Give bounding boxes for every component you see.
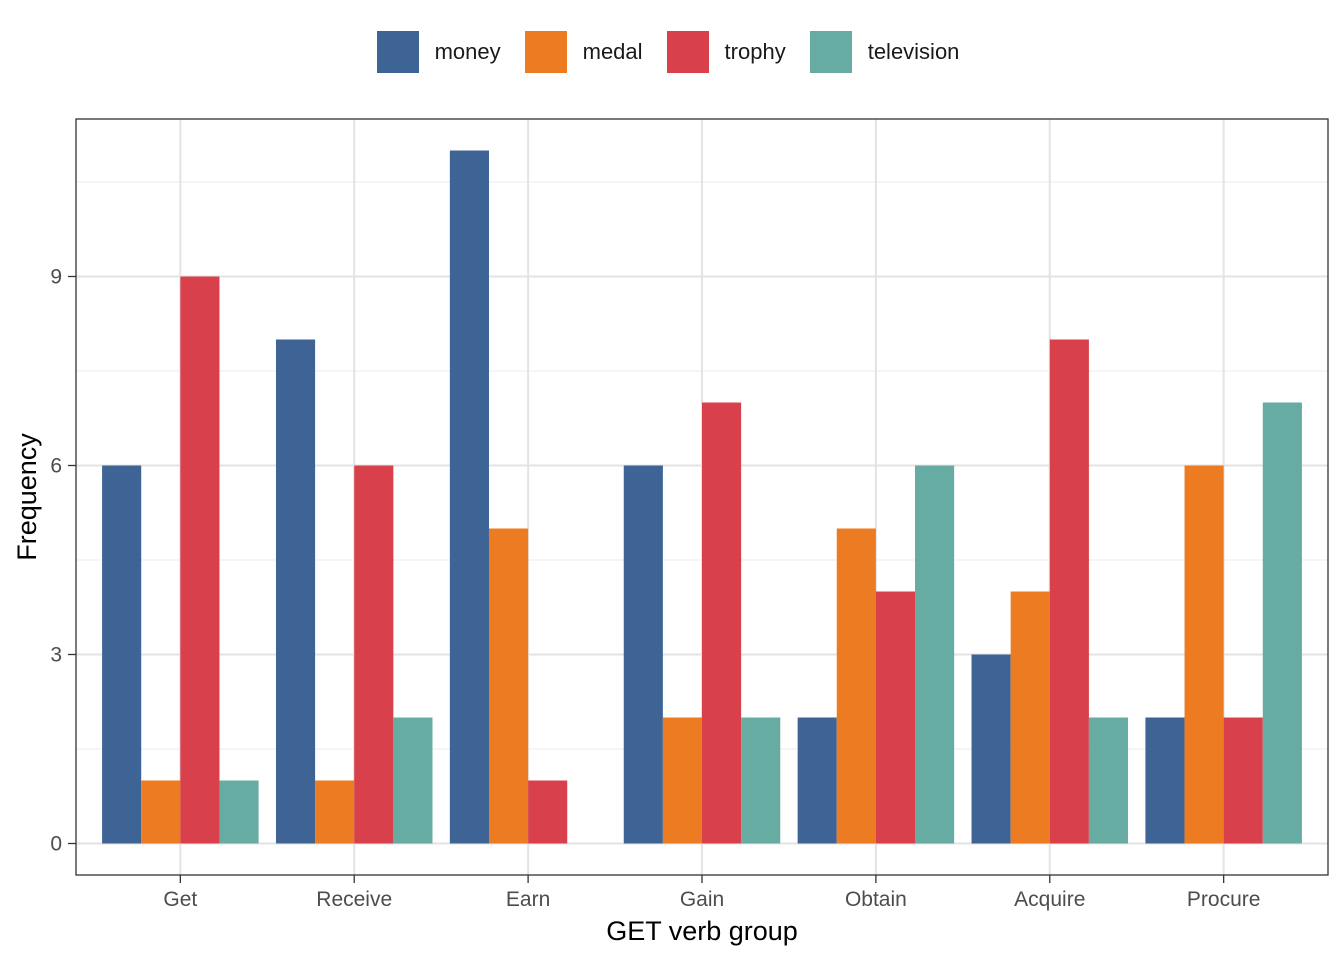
bar-trophy-procure: [1223, 717, 1263, 844]
bars-group: [102, 150, 1302, 844]
legend-swatch-trophy: [666, 31, 709, 73]
bar-money-gain: [623, 465, 663, 844]
y-tick-label: 3: [50, 644, 62, 667]
bar-trophy-get: [180, 276, 220, 844]
y-tick-label: 6: [50, 455, 62, 478]
y-axis-label: Frequency: [12, 433, 42, 561]
bar-television-get: [219, 780, 259, 844]
legend-item-television: television: [809, 31, 968, 73]
bar-television-procure: [1262, 402, 1302, 844]
bar-trophy-obtain: [875, 591, 916, 844]
bar-trophy-acquire: [1049, 339, 1089, 844]
bar-television-obtain: [915, 465, 955, 844]
bar-medal-obtain: [836, 528, 876, 844]
bar-medal-get: [141, 780, 181, 844]
bar-television-receive: [393, 717, 433, 844]
legend-swatch-money: [376, 31, 419, 73]
legend-label-money: money: [434, 39, 501, 64]
legend-item-medal: medal: [524, 31, 651, 73]
legend-label-medal: medal: [582, 39, 643, 64]
x-tick-label: Acquire: [1014, 888, 1085, 911]
bar-medal-gain: [662, 717, 702, 844]
x-tick-label: Obtain: [845, 888, 907, 911]
x-axis-label: GET verb group: [606, 916, 798, 946]
bar-medal-procure: [1184, 465, 1224, 844]
bar-money-acquire: [971, 654, 1011, 844]
bar-television-gain: [741, 717, 781, 844]
legend-item-money: money: [376, 31, 509, 73]
bar-money-obtain: [797, 717, 837, 844]
x-tick-label: Get: [163, 888, 197, 911]
bar-money-get: [102, 465, 142, 844]
x-tick-label: Earn: [506, 888, 550, 911]
bar-trophy-earn: [528, 780, 568, 844]
legend-item-trophy: trophy: [666, 31, 794, 73]
bar-money-procure: [1145, 717, 1185, 844]
legend-swatch-television: [809, 31, 852, 73]
chart-legend: money medal trophy television: [0, 30, 1344, 74]
x-tick-label: Procure: [1187, 888, 1261, 911]
y-axis: 0 3 6 9: [50, 266, 76, 856]
x-tick-label: Receive: [316, 888, 392, 911]
bar-money-receive: [275, 339, 316, 844]
x-axis: Get Receive Earn Gain Obtain Acquire Procure: [163, 875, 1260, 911]
bar-trophy-receive: [354, 465, 394, 844]
y-tick-label: 0: [50, 833, 62, 856]
bar-television-acquire: [1088, 717, 1129, 844]
legend-label-trophy: trophy: [724, 39, 786, 64]
bar-medal-earn: [488, 528, 529, 844]
y-tick-label: 9: [50, 266, 62, 289]
bar-money-earn: [449, 150, 489, 844]
legend-swatch-medal: [524, 31, 567, 73]
bar-medal-acquire: [1010, 591, 1050, 844]
bar-trophy-gain: [702, 402, 742, 844]
legend-label-television: television: [867, 39, 960, 64]
x-tick-label: Gain: [680, 888, 724, 911]
bar-medal-receive: [315, 780, 355, 844]
